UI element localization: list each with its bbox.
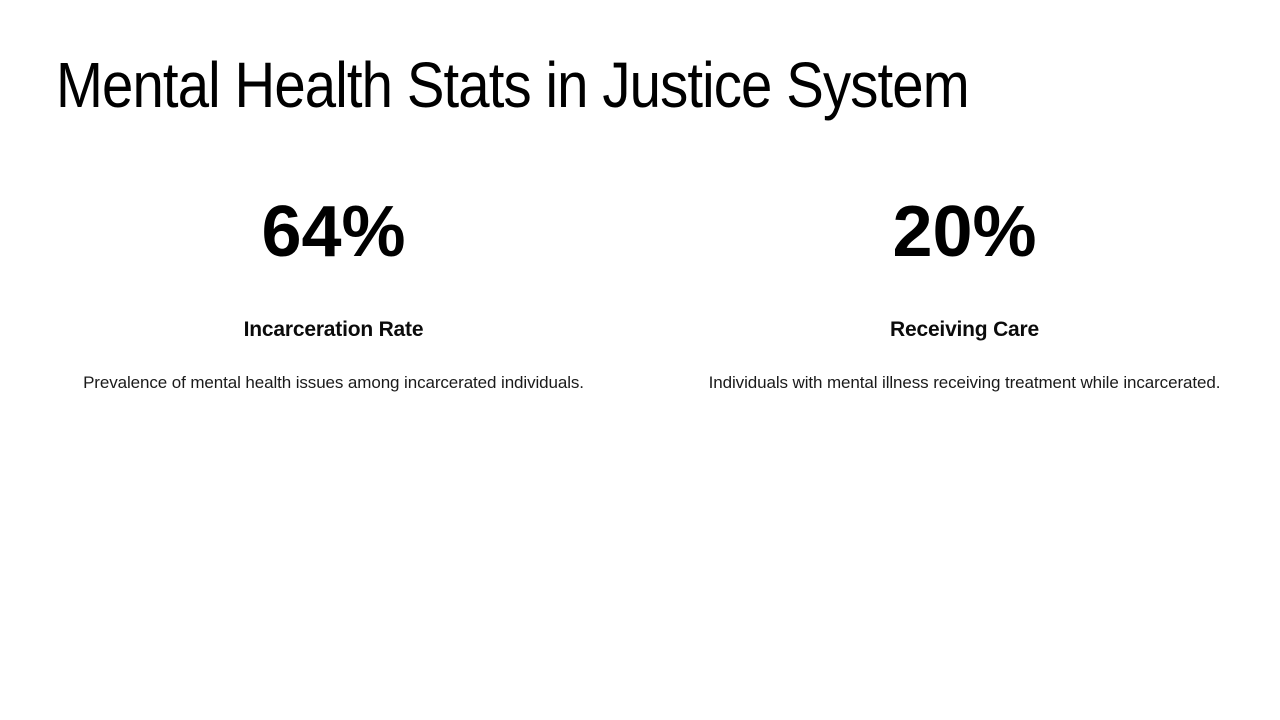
stat-value-incarceration-rate: 64% bbox=[261, 192, 406, 272]
stat-description-receiving-care: Individuals with mental illness receivin… bbox=[708, 373, 1221, 392]
page-title: Mental Health Stats in Justice System bbox=[56, 49, 970, 121]
stat-description-incarceration-rate: Prevalence of mental health issues among… bbox=[83, 373, 584, 392]
stats-row: 64% Incarceration Rate Prevalence of men… bbox=[0, 196, 1280, 394]
stat-label-receiving-care: Receiving Care bbox=[890, 318, 1039, 341]
stat-label-incarceration-rate: Incarceration Rate bbox=[243, 318, 424, 341]
stat-value-receiving-care: 20% bbox=[892, 192, 1037, 272]
stat-card-incarceration-rate: 64% Incarceration Rate Prevalence of men… bbox=[0, 196, 649, 394]
stat-card-receiving-care: 20% Receiving Care Individuals with ment… bbox=[649, 196, 1280, 394]
